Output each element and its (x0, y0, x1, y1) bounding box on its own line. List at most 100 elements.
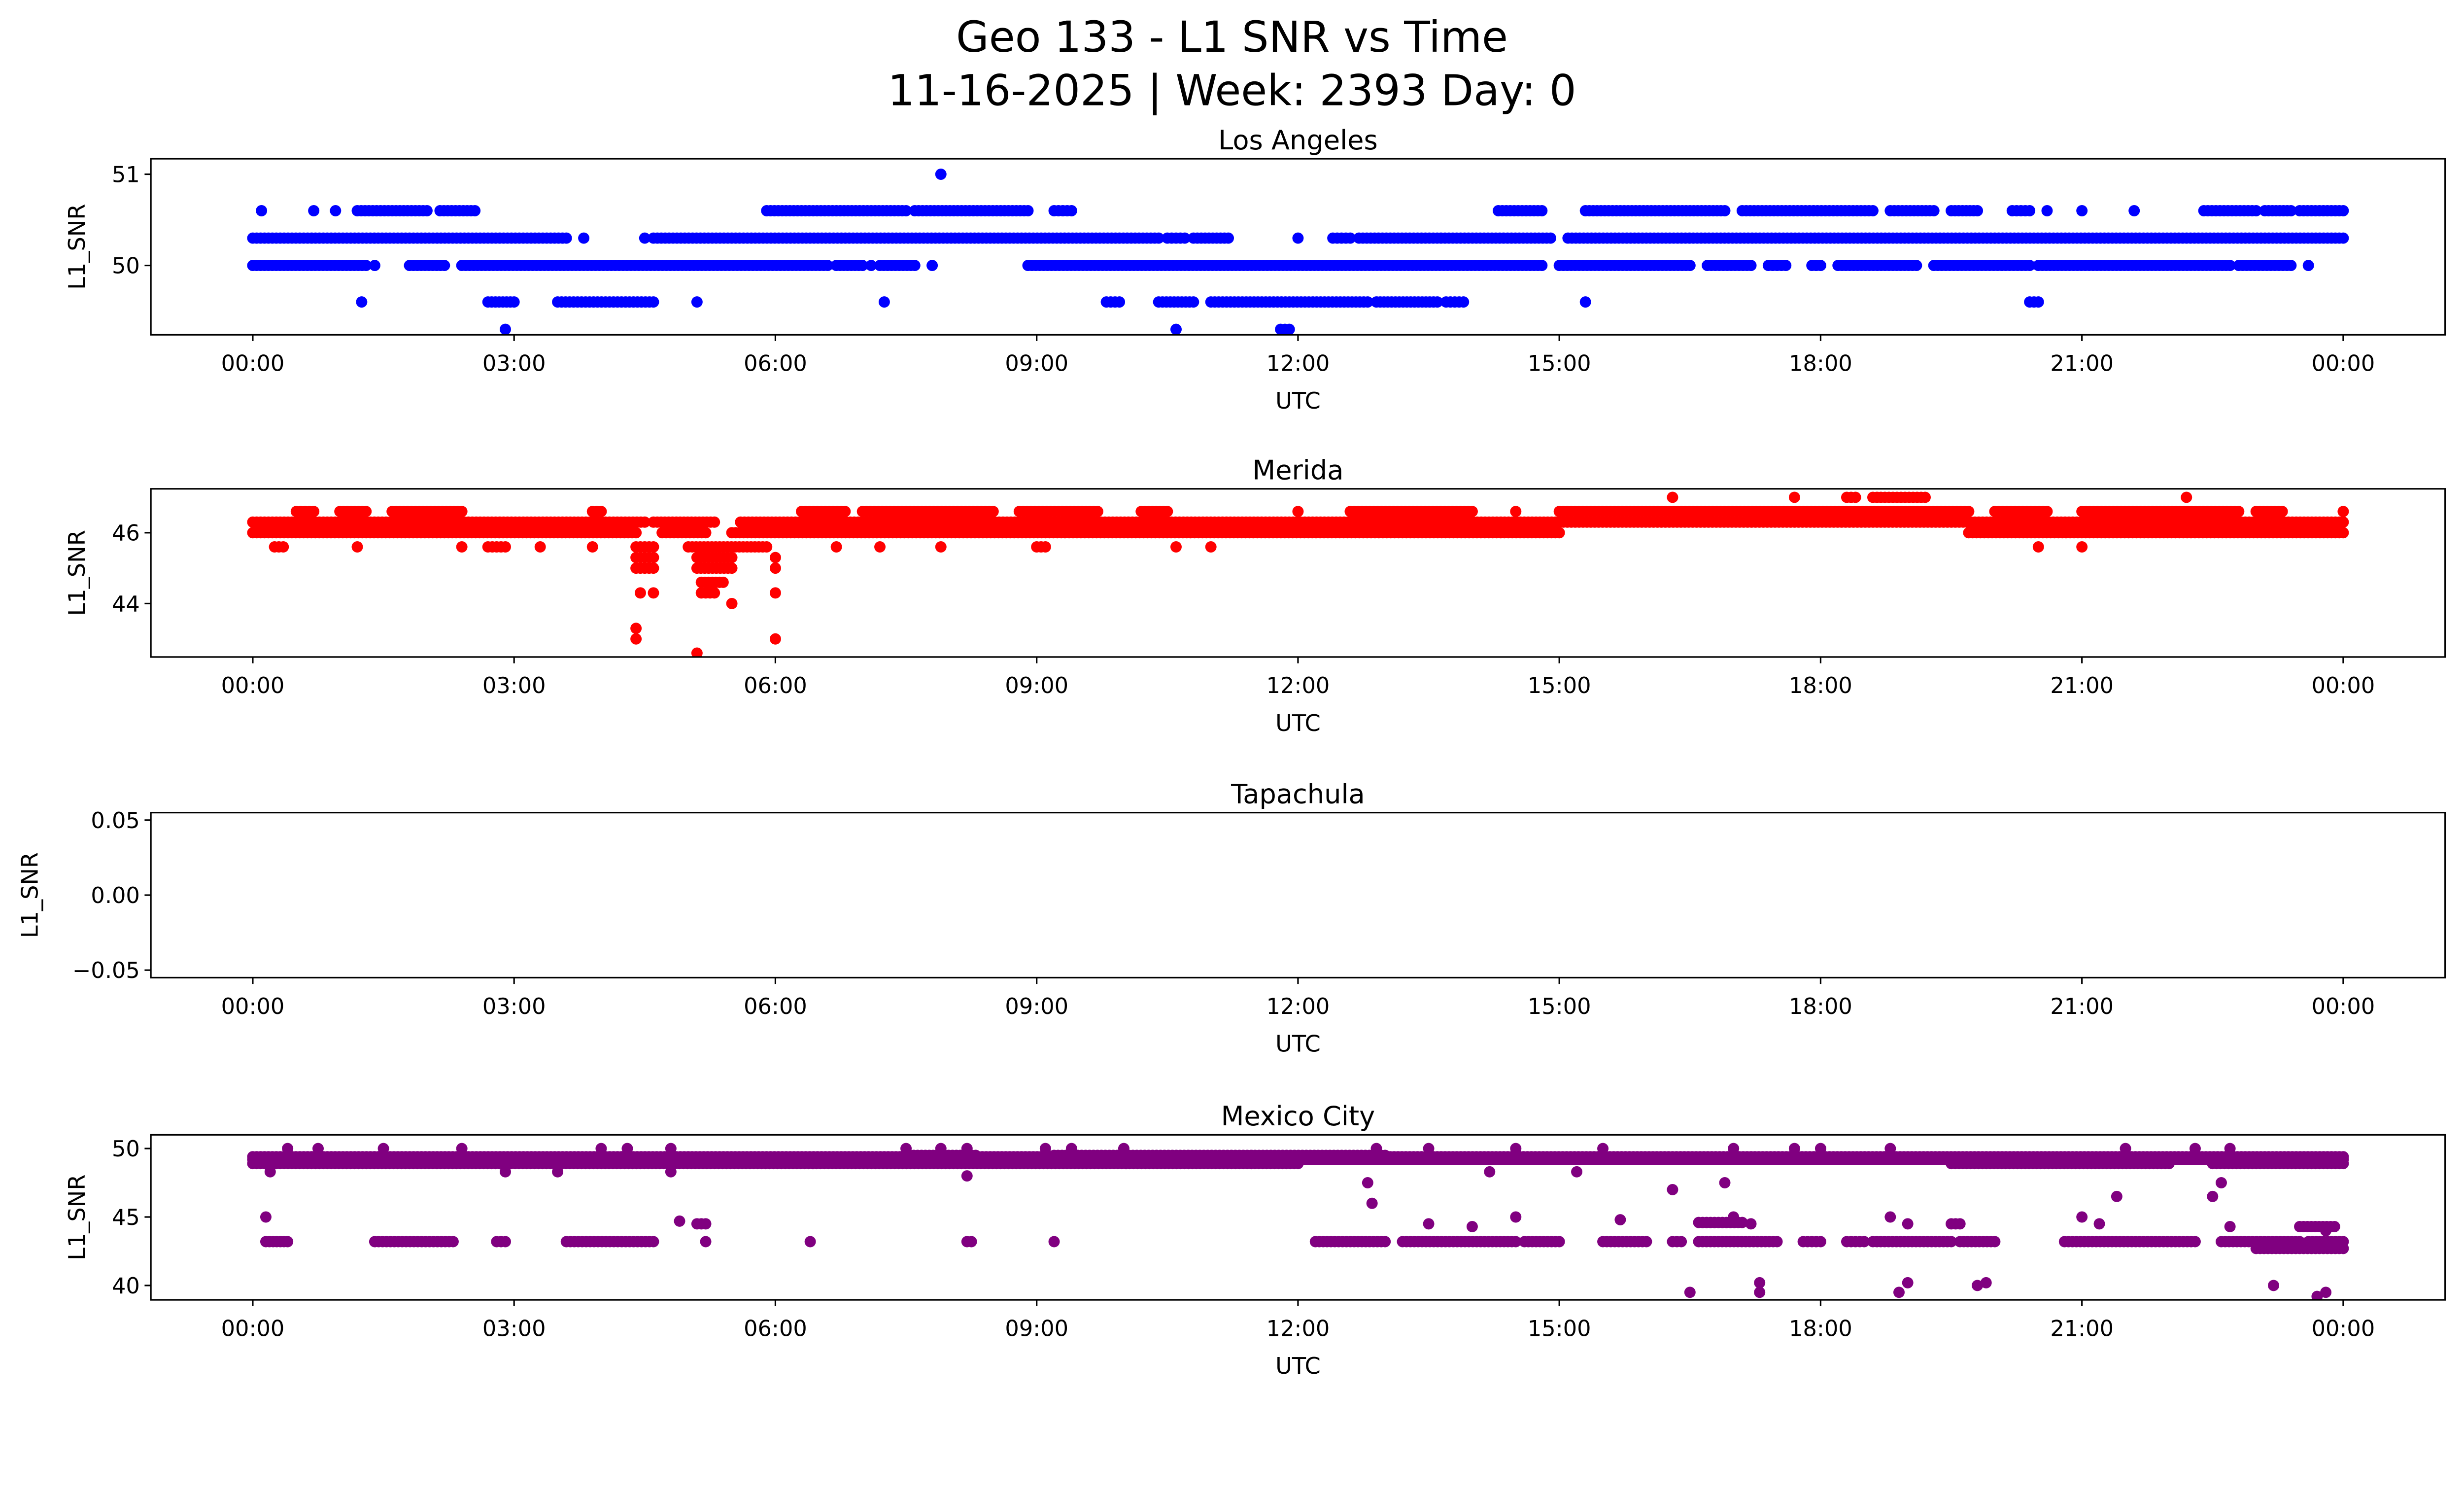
x-tick-label: 03:00 (482, 1316, 546, 1341)
data-point (456, 1143, 468, 1154)
data-point (1179, 232, 1191, 244)
data-point (700, 1236, 712, 1248)
data-point (961, 1143, 973, 1154)
data-point (1379, 1236, 1391, 1248)
data-point (2224, 260, 2236, 272)
data-point (369, 260, 380, 272)
y-tick-label: 50 (112, 253, 140, 279)
data-point (1736, 1217, 1748, 1228)
x-tick-label: 00:00 (221, 1316, 285, 1341)
data-point (351, 541, 363, 553)
data-point (769, 633, 781, 645)
data-point (726, 552, 738, 563)
data-point (308, 506, 320, 518)
data-point (456, 541, 468, 553)
data-point (1719, 1177, 1731, 1189)
data-point (1484, 1166, 1496, 1178)
data-point (595, 1143, 607, 1154)
data-point (1370, 1143, 1382, 1154)
data-point (1814, 1236, 1826, 1248)
data-point (1170, 323, 1182, 335)
data-point (508, 296, 520, 308)
data-point (1039, 541, 1051, 553)
data-point (2032, 296, 2044, 308)
data-point (1553, 527, 1565, 539)
data-point (909, 260, 921, 272)
data-point (717, 576, 729, 588)
data-point (1684, 1286, 1696, 1298)
y-axis-label: L1_SNR (64, 1175, 90, 1260)
data-point (1780, 260, 1792, 272)
data-point (2276, 506, 2288, 518)
data-point (726, 562, 738, 574)
data-point (926, 260, 938, 272)
data-point (260, 1211, 272, 1223)
y-tick-label: 0.05 (91, 808, 139, 834)
x-tick-label: 03:00 (482, 351, 546, 377)
data-point (1963, 506, 1975, 518)
data-point (1545, 232, 1556, 244)
subplot-title: Mexico City (1221, 1101, 1375, 1132)
data-point (2285, 205, 2297, 217)
data-point (2320, 1286, 2332, 1298)
data-point (1728, 1211, 1740, 1223)
data-point (2093, 1218, 2105, 1230)
data-point (2215, 1177, 2227, 1189)
x-tick-label: 09:00 (1005, 673, 1068, 698)
data-point (2337, 516, 2349, 528)
data-point (1466, 1220, 1478, 1232)
y-axis-label: L1_SNR (64, 204, 90, 289)
x-tick-label: 09:00 (1005, 1316, 1068, 1341)
x-tick-label: 09:00 (1005, 351, 1068, 377)
data-point (2076, 205, 2088, 217)
y-tick-label: 44 (112, 591, 140, 617)
data-point (1510, 1236, 1522, 1248)
data-point (1423, 1218, 1435, 1230)
data-point (1458, 296, 1470, 308)
x-tick-label: 18:00 (1789, 1316, 1852, 1341)
y-tick-label: −0.05 (72, 958, 140, 983)
subplot-title: Tapachula (1231, 778, 1365, 809)
y-tick-label: 51 (112, 162, 140, 187)
data-point (1432, 296, 1443, 308)
data-point (1039, 1143, 1051, 1154)
x-tick-label: 15:00 (1528, 994, 1591, 1019)
data-point (2224, 1143, 2236, 1154)
x-tick-label: 18:00 (1789, 351, 1852, 377)
data-point (1162, 506, 1173, 518)
x-tick-label: 00:00 (2312, 1316, 2375, 1341)
y-tick-label: 50 (112, 1136, 140, 1162)
data-point (456, 506, 468, 518)
data-point (639, 516, 650, 528)
data-point (1754, 1286, 1766, 1298)
data-point (2111, 1190, 2122, 1202)
data-point (1814, 260, 1826, 272)
data-point (674, 1215, 685, 1227)
data-point (2337, 506, 2349, 518)
data-point (2120, 1143, 2131, 1154)
data-point (1614, 1214, 1626, 1226)
data-point (1676, 1236, 1687, 1248)
data-point (1911, 260, 1922, 272)
data-point (648, 541, 659, 553)
figure-title-line2: 11-16-2025 | Week: 2393 Day: 0 (888, 67, 1576, 116)
data-point (500, 1166, 511, 1178)
data-point (1022, 205, 1034, 217)
data-point (1849, 491, 1861, 503)
data-point (1170, 541, 1182, 553)
data-point (1292, 232, 1304, 244)
data-point (1884, 1211, 1896, 1223)
data-point (1867, 205, 1879, 217)
data-point (377, 1143, 389, 1154)
data-point (709, 587, 720, 599)
x-tick-label: 21:00 (2050, 673, 2114, 698)
figure: Geo 133 - L1 SNR vs Time 11-16-2025 | We… (16, 13, 2446, 1379)
data-point (1362, 296, 1373, 308)
axes-frame (150, 158, 2446, 336)
x-tick-label: 03:00 (482, 994, 546, 1019)
data-point (2337, 527, 2349, 539)
data-point (1065, 205, 1077, 217)
data-point (2024, 260, 2036, 272)
x-tick-label: 12:00 (1266, 994, 1330, 1019)
